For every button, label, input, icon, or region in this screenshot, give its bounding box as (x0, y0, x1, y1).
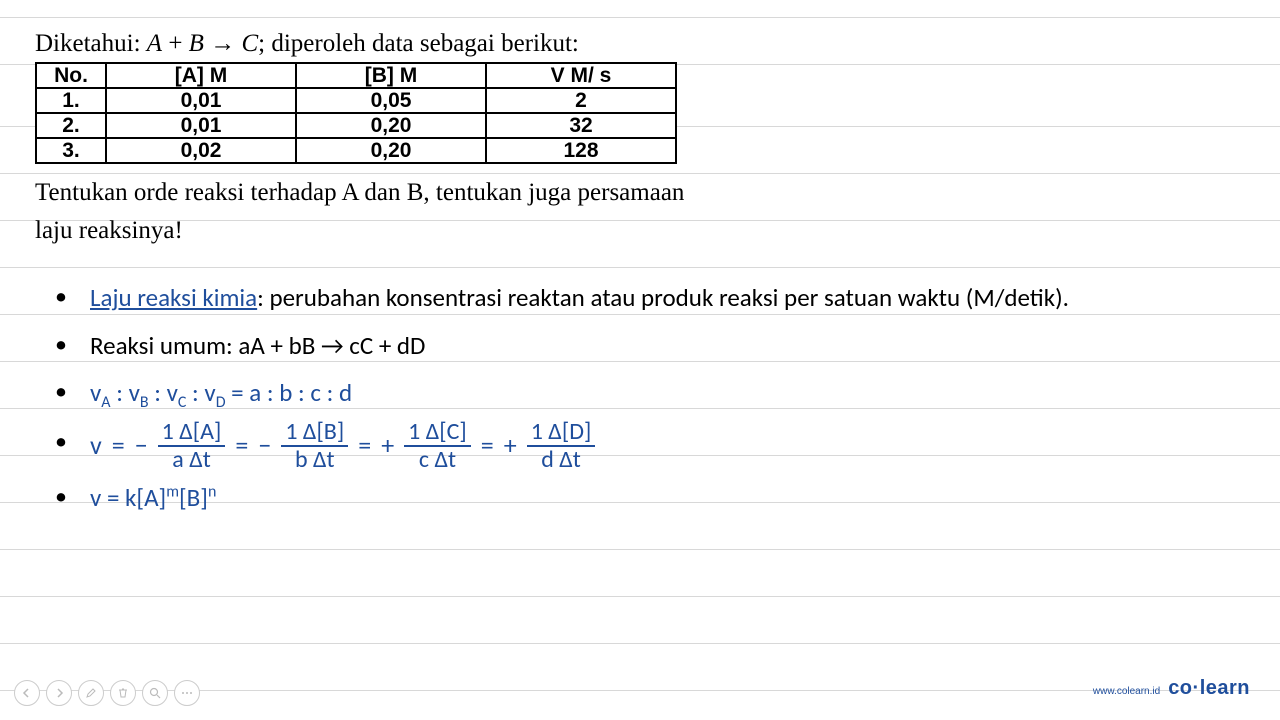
trash-button[interactable] (110, 680, 136, 706)
bullet-2: Reaksi umum: aA + bB → cC + dD (55, 322, 1245, 370)
cell: 2. (36, 113, 106, 138)
bullet-1-rest: : perubahan konsentrasi reaktan atau pro… (257, 282, 1069, 313)
cell: 1. (36, 88, 106, 113)
vb: vB (129, 377, 149, 408)
var-c: C (241, 30, 258, 57)
table-row: 1. 0,01 0,05 2 (36, 88, 676, 113)
col-header-b: [B] M (296, 63, 486, 88)
data-table: No. [A] M [B] M V M/ s 1. 0,01 0,05 2 2.… (35, 62, 677, 164)
prev-button[interactable] (14, 680, 40, 706)
search-icon (149, 687, 161, 699)
eq-equals: = (235, 421, 248, 470)
arrow: → (204, 30, 242, 57)
bullet-4: v = − 1 Δ[A] a Δt = − 1 Δ[B] b Δt = + 1 … (55, 419, 1245, 474)
sup-m: m (166, 482, 179, 501)
logo-url: www.colearn.id (1093, 686, 1160, 697)
frac-a: 1 Δ[A] a Δt (158, 419, 226, 474)
cell: 32 (486, 113, 676, 138)
title-post: ; diperoleh data sebagai berikut: (258, 30, 579, 57)
cell: 0,20 (296, 113, 486, 138)
frac-c: 1 Δ[C] c Δt (404, 419, 471, 474)
rate-law: v = k[A] (90, 482, 166, 513)
eq-equals: = (112, 421, 125, 470)
eq-plus: + (504, 421, 517, 470)
cell: 128 (486, 138, 676, 163)
logo-area: www.colearn.id co·learn (1093, 677, 1250, 700)
cell: 0,20 (296, 138, 486, 163)
eq-v: v (90, 421, 102, 470)
logo-text: co·learn (1168, 677, 1250, 700)
frac-b: 1 Δ[B] b Δt (281, 419, 348, 474)
problem-statement: Diketahui: A + B → C; diperoleh data seb… (35, 30, 1245, 58)
frac-d: 1 Δ[D] d Δt (527, 419, 596, 474)
chevron-left-icon (22, 688, 32, 698)
ratio-rhs: = a : b : c : d (226, 377, 353, 408)
pen-button[interactable] (78, 680, 104, 706)
eq-minus: − (258, 421, 271, 470)
more-button[interactable] (174, 680, 200, 706)
rate-law-mid: [B] (179, 482, 208, 513)
va: vA (90, 377, 111, 408)
zoom-button[interactable] (142, 680, 168, 706)
main-content: Diketahui: A + B → C; diperoleh data seb… (0, 0, 1280, 551)
bullet-2-label: Reaksi umum: (90, 330, 238, 361)
table-row: 2. 0,01 0,20 32 (36, 113, 676, 138)
sup-n: n (208, 482, 216, 501)
footer-controls (14, 680, 200, 706)
trash-icon (117, 687, 129, 699)
vd: vD (204, 377, 225, 408)
table-row: 3. 0,02 0,20 128 (36, 138, 676, 163)
pen-icon (85, 687, 97, 699)
eq-equals: = (358, 421, 371, 470)
cell: 0,02 (106, 138, 296, 163)
problem-question: Tentukan orde reaksi terhadap A dan B, t… (35, 174, 690, 249)
bullet-2-eq: aA + bB → cC + dD (238, 330, 425, 361)
col-header-a: [A] M (106, 63, 296, 88)
next-button[interactable] (46, 680, 72, 706)
chevron-right-icon (54, 688, 64, 698)
col-header-no: No. (36, 63, 106, 88)
table-header-row: No. [A] M [B] M V M/ s (36, 63, 676, 88)
notes-list: Laju reaksi kimia: perubahan konsentrasi… (35, 274, 1245, 521)
plus: + (162, 30, 189, 57)
bullet-3: vA : vB : vC : vD = a : b : c : d (55, 369, 1245, 418)
rate-equation: v = − 1 Δ[A] a Δt = − 1 Δ[B] b Δt = + 1 … (90, 419, 1245, 474)
cell: 0,01 (106, 113, 296, 138)
cell: 2 (486, 88, 676, 113)
cell: 3. (36, 138, 106, 163)
cell: 0,05 (296, 88, 486, 113)
more-icon (181, 691, 193, 695)
cell: 0,01 (106, 88, 296, 113)
col-header-v: V M/ s (486, 63, 676, 88)
vc: vC (167, 377, 187, 408)
term-laju-reaksi: Laju reaksi kimia (90, 282, 257, 313)
title-pre: Diketahui: (35, 30, 147, 57)
var-b: B (189, 30, 204, 57)
eq-minus: − (135, 421, 148, 470)
var-a: A (147, 30, 162, 57)
bullet-1: Laju reaksi kimia: perubahan konsentrasi… (55, 274, 1245, 322)
eq-plus: + (381, 421, 394, 470)
bullet-5: v = k[A]m[B]n (55, 474, 1245, 522)
eq-equals: = (481, 421, 494, 470)
